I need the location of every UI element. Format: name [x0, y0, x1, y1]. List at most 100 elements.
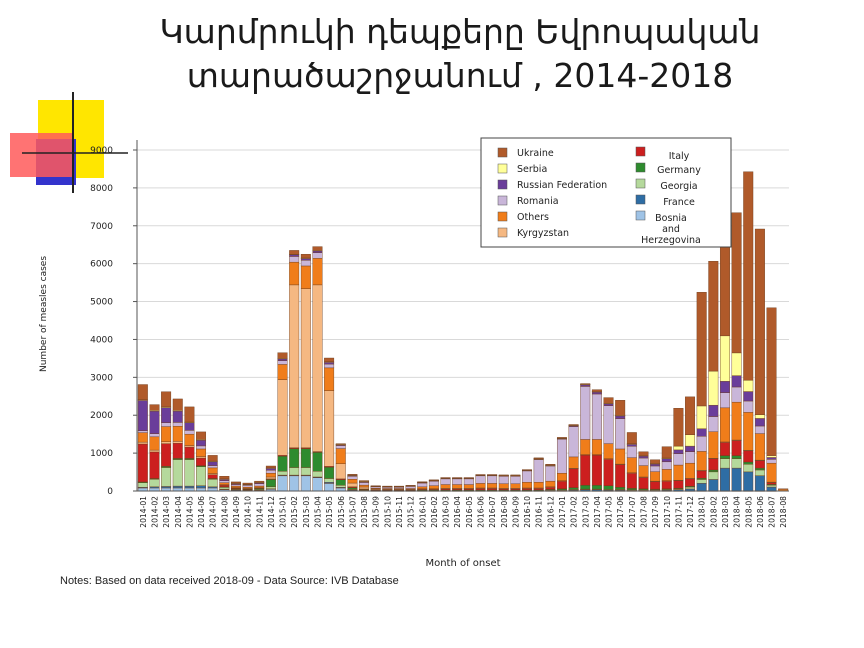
bar-stack-2014-06: [196, 431, 207, 492]
bar-stack-2017-10: [661, 446, 672, 492]
bar-segment: [743, 171, 754, 381]
bar-segment: [754, 467, 765, 471]
bar-segment: [137, 430, 148, 433]
x-tick-label: 2014-04: [174, 496, 183, 528]
x-tick-label: 2016-03: [442, 496, 451, 528]
x-tick-label: 2017-05: [605, 496, 614, 528]
bar-segment: [533, 457, 544, 459]
bar-segment: [300, 475, 311, 492]
bar-segment: [277, 471, 288, 476]
legend-swatch: [497, 195, 508, 206]
bar-segment: [440, 477, 451, 479]
bar-segment: [603, 485, 614, 490]
x-tick-label: 2017-10: [663, 496, 672, 528]
bar-segment: [335, 445, 346, 449]
x-tick-label: 2018-05: [744, 496, 753, 528]
bar-stack-2016-11: [533, 457, 544, 492]
bar-segment: [731, 440, 742, 456]
bar-segment: [731, 212, 742, 354]
bar-segment: [207, 455, 218, 462]
bar-segment: [207, 467, 218, 474]
bar-segment: [708, 471, 719, 480]
x-tick-label: 2014-10: [244, 496, 253, 528]
bar-segment: [685, 462, 696, 479]
bar-segment: [487, 474, 498, 476]
bar-stack-2014-03: [161, 391, 172, 492]
x-tick-label: 2015-03: [302, 496, 311, 528]
bar-segment: [591, 393, 602, 440]
bar-segment: [347, 476, 358, 480]
bar-stack-2017-08: [638, 451, 649, 492]
bar-stack-2017-03: [580, 383, 591, 492]
bar-segment: [161, 391, 172, 408]
bar-segment: [312, 452, 323, 472]
bar-segment: [254, 483, 265, 487]
x-axis-ticks: 2014-01 2014-02 2014-03 2014-04 2014-05 2014-…: [139, 496, 788, 528]
source-notes: Notes: Based on data received 2018-09 - …: [60, 575, 399, 587]
bar-segment: [719, 442, 730, 456]
bar-stack-2015-01: [277, 352, 288, 492]
bar-segment: [254, 480, 265, 483]
bar-segment: [626, 488, 637, 491]
bar-stack-2017-05: [603, 397, 614, 492]
bar-segment: [522, 470, 533, 483]
bar-segment: [731, 458, 742, 469]
x-tick-label: 2014-08: [220, 496, 229, 528]
slide-title: Կարմրուկի դեպքերը Եվրոպական տարածաշրջանո…: [110, 10, 810, 98]
legend-label: Ukraine: [517, 148, 554, 159]
legend-label: Bosnia and Herzegovina: [641, 213, 701, 246]
bar-segment: [196, 485, 207, 489]
bar-segment: [219, 476, 230, 480]
bar-segment: [615, 487, 626, 490]
bar-segment: [661, 458, 672, 463]
bar-segment: [766, 457, 777, 460]
bar-segment: [719, 392, 730, 409]
bar-segment: [615, 464, 626, 488]
bar-segment: [312, 258, 323, 286]
bar-stack-2018-04: [731, 212, 742, 492]
bar-segment: [719, 455, 730, 459]
bar-segment: [731, 455, 742, 459]
x-tick-label: 2015-04: [313, 496, 322, 528]
bar-stack-2018-02: [708, 261, 719, 492]
bar-segment: [300, 265, 311, 289]
legend-label: Others: [517, 212, 549, 223]
bar-stack-2016-02: [428, 479, 439, 492]
bar-segment: [196, 466, 207, 486]
bar-segment: [556, 472, 567, 481]
bar-segment: [754, 228, 765, 415]
bar-stack-2015-12: [405, 485, 416, 492]
bar-segment: [196, 440, 207, 447]
bar-segment: [219, 485, 230, 488]
bar-stack-2016-04: [452, 477, 463, 492]
bar-segment: [708, 479, 719, 492]
bar-stack-2017-12: [685, 396, 696, 492]
bar-segment: [568, 456, 579, 469]
bar-segment: [708, 261, 719, 372]
bar-segment: [719, 240, 730, 337]
x-tick-label: 2016-08: [500, 496, 509, 528]
legend-label: Georgia: [660, 181, 697, 192]
bar-segment: [312, 252, 323, 259]
bar-segment: [754, 460, 765, 469]
bar-segment: [242, 485, 253, 488]
bar-segment: [137, 384, 148, 400]
bar-segment: [265, 479, 276, 488]
bar-segment: [289, 250, 300, 255]
bar-segment: [277, 455, 288, 472]
bar-segment: [335, 463, 346, 480]
bar-segment: [580, 454, 591, 486]
bar-segment: [719, 335, 730, 382]
legend-swatch: [497, 179, 508, 190]
bar-segment: [312, 284, 323, 452]
bar-segment: [650, 465, 661, 472]
legend-label: Italy: [669, 151, 690, 162]
bar-segment: [696, 479, 707, 484]
x-tick-label: 2014-05: [185, 496, 194, 528]
bar-segment: [440, 484, 451, 489]
bar-segment: [778, 488, 789, 490]
bar-segment: [556, 480, 567, 489]
bar-stack-2014-07: [207, 455, 218, 492]
legend-label: Kyrgyzstan: [517, 228, 569, 239]
bar-stack-2015-03: [300, 253, 311, 492]
